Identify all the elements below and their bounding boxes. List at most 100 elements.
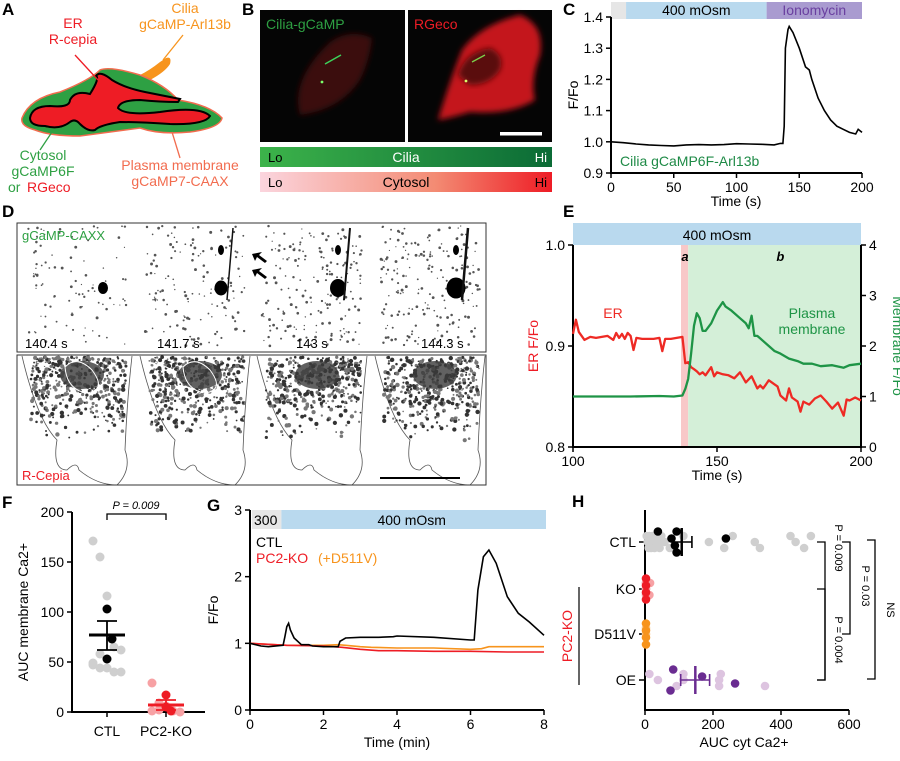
er-speck [40,420,44,424]
signal-speck [273,276,277,280]
er-speck [241,359,246,363]
er-speck [40,380,43,383]
er-speck [347,392,350,395]
er-speck [411,404,415,408]
signal-speck [188,317,191,321]
er-speck [277,409,282,413]
signal-speck [309,343,313,346]
er-speck [227,379,231,383]
c-series-line [610,24,863,147]
signal-speck [341,228,345,232]
er-speck [325,402,327,404]
signal-speck [385,327,387,330]
er-speck [280,371,284,375]
er-speck [106,419,109,423]
er-speck [235,390,240,395]
signal-speck [203,295,206,297]
er-speck [452,427,457,432]
signal-speck [346,340,349,343]
er-speck [266,395,270,399]
signal-speck [336,276,339,279]
er-speck [285,388,290,393]
signal-speck [472,270,475,274]
signal-speck [353,260,355,263]
signal-speck [55,320,58,323]
er-speck [31,390,34,393]
er-speck [192,403,197,409]
er-speck [241,416,244,419]
h-data-point [719,543,729,553]
er-speck [224,378,227,381]
er-speck [158,358,163,363]
signal-speck [187,301,189,303]
er-speck [157,366,162,371]
er-speck [471,385,475,389]
signal-speck [467,299,470,301]
er-speck [392,417,395,420]
signal-speck [172,278,175,281]
signal-speck [277,249,281,252]
er-speck [472,373,475,376]
signal-speck [74,279,77,283]
signal-speck [33,251,36,254]
er-speck [471,375,475,380]
er-speck [425,417,430,421]
er-speck [464,391,468,395]
c-axes [610,17,862,174]
signal-speck [471,292,474,295]
signal-speck [382,313,385,316]
signal-speck [92,225,96,228]
signal-speck [225,246,228,249]
signal-speck [102,303,104,306]
er-speck [383,388,387,392]
signal-speck [354,331,357,333]
er-speck [49,373,54,378]
er-speck [42,370,45,373]
signal-speck [339,302,341,304]
signal-speck [286,258,289,261]
er-speck [84,407,88,411]
signal-speck [402,245,405,248]
er-speck [107,393,111,396]
signal-speck [446,316,449,319]
er-speck [227,357,231,361]
er-speck [32,405,35,408]
er-speck [33,361,36,364]
er-speck [51,356,54,360]
g-condition-bar [252,510,282,529]
er-speck [473,393,477,397]
er-speck [331,399,335,403]
r-cepia-timelapse [17,355,486,485]
er-speck [389,388,393,392]
signal-speck [310,301,312,303]
panel-e: E ER F/Fo Membrane F/Fo Time (s) 400 mOs… [525,202,900,483]
er-speck [359,391,363,394]
signal-speck [428,293,431,296]
er-speck [38,378,42,382]
signal-speck [462,302,465,305]
signal-speck [170,232,173,234]
er-speck [221,406,224,409]
signal-speck [102,267,105,269]
f-data-point [95,552,105,562]
er-speck [117,357,120,360]
cytosol-label: Cytosol [20,147,67,163]
signal-speck [74,245,78,249]
signal-speck [211,303,213,305]
e-x-tick-label: 100 [561,453,585,469]
signal-speck [199,253,202,255]
signal-speck [53,266,57,269]
signal-speck [459,255,461,258]
signal-speck [305,300,309,304]
signal-speck [278,244,281,247]
er-speck [320,414,323,417]
er-speck [264,389,268,392]
er-speck [66,357,70,361]
er-speck [346,360,350,364]
signal-blob [218,245,224,255]
signal-speck [236,251,239,254]
er-speck [151,398,155,402]
signal-speck [288,245,292,248]
signal-speck [436,277,439,279]
